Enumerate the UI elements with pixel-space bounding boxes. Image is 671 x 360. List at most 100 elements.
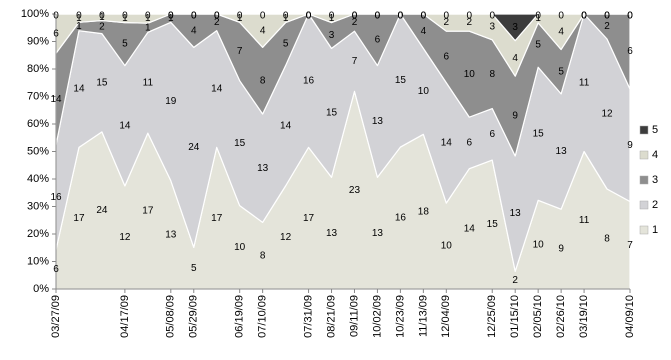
value-label: 3 — [512, 22, 518, 33]
x-tick-label: 03/27/09 — [50, 295, 62, 338]
value-label: 15 — [487, 219, 499, 230]
legend-label: 5 — [652, 124, 658, 136]
y-tick-label: 90% — [27, 35, 49, 47]
value-label: 0 — [53, 11, 59, 22]
y-tick-label: 10% — [27, 255, 49, 267]
legend-swatch — [639, 150, 649, 160]
value-label: 14 — [280, 120, 292, 131]
value-label: 0 — [466, 11, 472, 22]
value-label: 0 — [627, 11, 633, 22]
value-label: 14 — [119, 120, 131, 131]
y-tick-label: 0% — [33, 283, 49, 295]
value-label: 8 — [489, 69, 495, 80]
value-label: 4 — [512, 53, 518, 64]
value-label: 15 — [234, 138, 246, 149]
value-label: 7 — [352, 56, 358, 67]
value-label: 0 — [283, 11, 289, 22]
value-label: 13 — [510, 208, 522, 219]
legend-label: 3 — [652, 174, 658, 186]
value-label: 0 — [168, 11, 174, 22]
value-label: 1 — [99, 12, 105, 23]
legend-swatch — [639, 175, 649, 185]
x-tick-label: 02/05/10 — [532, 295, 544, 338]
value-label: 16 — [50, 192, 62, 203]
x-tick-label: 11/13/09 — [417, 295, 429, 337]
value-label: 12 — [601, 109, 613, 120]
value-label: 2 — [466, 17, 472, 28]
value-label: 0 — [237, 11, 243, 22]
legend-label: 4 — [652, 149, 658, 161]
value-label: 12 — [280, 232, 292, 243]
value-label: 4 — [260, 25, 266, 36]
value-label: 14 — [441, 138, 453, 149]
value-label: 2 — [444, 17, 450, 28]
x-tick-label: 12/04/09 — [440, 295, 452, 338]
value-label: 6 — [375, 34, 381, 45]
x-tick-label: 07/10/09 — [257, 295, 269, 338]
value-label: 13 — [165, 229, 177, 240]
value-label: 0 — [214, 11, 220, 22]
value-label: 1 — [283, 13, 289, 24]
y-tick-label: 80% — [27, 63, 49, 75]
value-label: 0 — [329, 11, 335, 22]
value-label: 0 — [604, 11, 610, 22]
value-label: 10 — [533, 239, 545, 250]
x-tick-label: 03/19/10 — [578, 295, 590, 338]
value-label: 6 — [444, 52, 450, 63]
value-label: 14 — [464, 223, 476, 234]
value-label: 6 — [53, 28, 59, 39]
value-label: 0 — [604, 11, 610, 22]
x-tick-label: 02/26/10 — [555, 295, 567, 338]
value-label: 15 — [326, 107, 338, 118]
value-label: 0 — [122, 11, 128, 22]
value-label: 5 — [558, 66, 564, 77]
value-label: 10 — [441, 241, 453, 252]
value-label: 3 — [329, 30, 335, 41]
value-label: 1 — [76, 21, 82, 32]
value-label: 1 — [122, 13, 128, 24]
legend-label: 2 — [652, 199, 658, 211]
x-tick-label: 04/17/09 — [119, 295, 131, 338]
value-label: 8 — [260, 250, 266, 261]
value-label: 15 — [395, 75, 407, 86]
value-label: 23 — [349, 185, 361, 196]
value-label: 1 — [535, 13, 541, 24]
value-label: 0 — [535, 11, 541, 22]
value-label: 9 — [512, 111, 518, 122]
y-tick-label: 20% — [27, 228, 49, 240]
legend-swatch — [639, 200, 649, 210]
value-label: 0 — [375, 11, 381, 22]
value-label: 17 — [211, 213, 223, 224]
x-tick-label: 01/15/10 — [509, 295, 521, 338]
value-label: 15 — [533, 128, 545, 139]
value-label: 0 — [260, 11, 266, 22]
value-label: 0 — [421, 11, 427, 22]
value-label: 18 — [418, 206, 430, 217]
value-label: 14 — [211, 84, 223, 95]
value-label: 5 — [535, 40, 541, 51]
value-label: 0 — [444, 11, 450, 22]
value-label: 0 — [489, 11, 495, 22]
value-label: 15 — [96, 77, 108, 88]
value-label: 10 — [464, 69, 476, 80]
value-label: 1 — [76, 13, 82, 24]
value-label: 17 — [73, 213, 85, 224]
value-label: 6 — [53, 264, 59, 275]
x-tick-label: 10/23/09 — [394, 295, 406, 338]
value-label: 13 — [257, 163, 269, 174]
value-label: 5 — [122, 39, 128, 50]
value-label: 7 — [627, 240, 633, 251]
value-label: 13 — [556, 146, 568, 157]
legend: 1 2 3 4 5 — [639, 124, 658, 236]
legend-label: 1 — [652, 224, 658, 236]
y-tick-label: 70% — [27, 90, 49, 102]
value-label: 7 — [237, 46, 243, 57]
value-label: 17 — [142, 206, 154, 217]
value-label: 14 — [50, 94, 62, 105]
value-label: 6 — [627, 46, 633, 57]
value-label: 0 — [627, 11, 633, 22]
value-label: 24 — [96, 205, 108, 216]
x-tick-label: 06/19/09 — [234, 295, 246, 338]
value-label: 16 — [303, 75, 315, 86]
